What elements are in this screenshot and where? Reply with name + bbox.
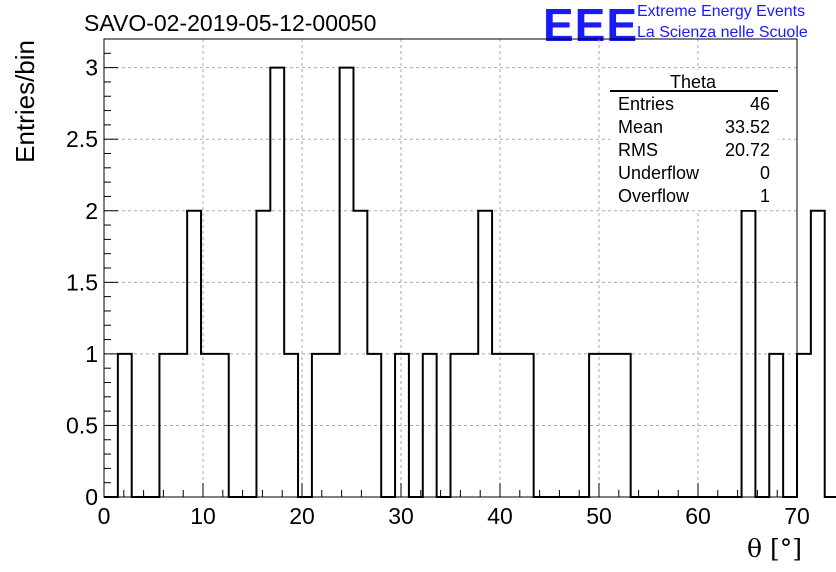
x-tick-label: 20	[289, 503, 315, 529]
y-tick-label: 1.5	[66, 269, 98, 295]
stats-label: Underflow	[618, 163, 700, 183]
x-tick-label: 40	[487, 503, 513, 529]
stats-value: 20.72	[725, 140, 770, 160]
x-tick-label: 50	[586, 503, 612, 529]
stats-value: 1	[760, 186, 770, 206]
x-tick-label: 60	[685, 503, 711, 529]
eee-logo: EEE	[543, 0, 639, 51]
stats-label: Entries	[618, 94, 674, 114]
x-tick-label: 30	[388, 503, 414, 529]
chart-title: SAVO-02-2019-05-12-00050	[84, 10, 377, 36]
y-tick-label: 1	[85, 341, 98, 367]
y-tick-label: 2.5	[66, 126, 98, 152]
stats-value: 46	[750, 94, 770, 114]
stats-value: 0	[760, 163, 770, 183]
stats-box	[610, 70, 778, 210]
y-axis-label: Entries/bin	[10, 40, 40, 163]
y-tick-label: 0.5	[66, 412, 98, 438]
x-tick-label: 70	[784, 503, 810, 529]
stats-label: Overflow	[618, 186, 690, 206]
logo-caption-line1: Extreme Energy Events	[637, 3, 806, 20]
stats-box-title: Theta	[670, 72, 717, 92]
stats-value: 33.52	[725, 117, 770, 137]
logo-caption-line2: La Scienza nelle Scuole	[637, 24, 808, 41]
x-tick-label: 0	[98, 503, 111, 529]
x-tick-label: 10	[190, 503, 216, 529]
y-tick-label: 3	[85, 55, 98, 81]
stats-label: Mean	[618, 117, 663, 137]
x-axis-label: θ [°]	[747, 534, 802, 563]
y-tick-label: 0	[85, 484, 98, 510]
y-tick-label: 2	[85, 198, 98, 224]
stats-label: RMS	[618, 140, 658, 160]
